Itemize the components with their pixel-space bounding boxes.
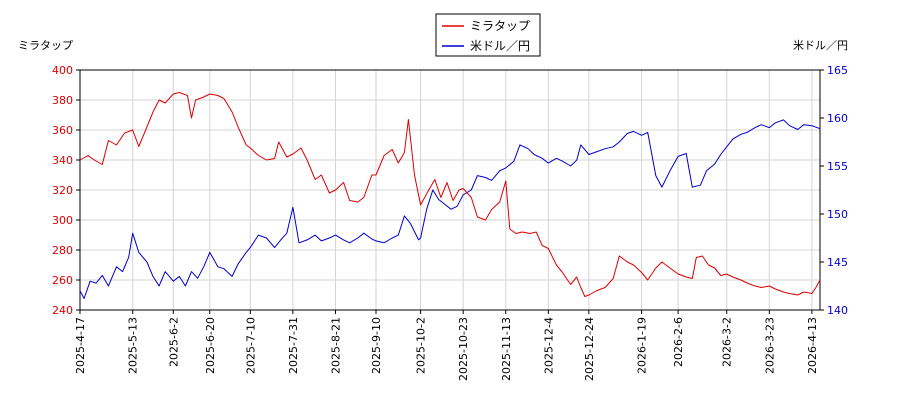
left-tick-label: 320 <box>52 184 73 197</box>
x-tick-label: 2026-2-6 <box>672 317 685 367</box>
x-tick-label: 2025-12-24 <box>583 317 596 381</box>
legend-label-usdjpy: 米ドル／円 <box>470 39 530 53</box>
right-tick-label: 140 <box>827 304 848 317</box>
x-tick-label: 2026-3-23 <box>763 317 776 374</box>
x-tick-label: 2025-9-10 <box>370 317 383 374</box>
x-tick-label: 2025-8-21 <box>329 317 342 374</box>
left-tick-label: 300 <box>52 214 73 227</box>
grid-lines <box>79 69 820 311</box>
x-tick-label: 2025-7-31 <box>287 317 300 374</box>
left-tick-label: 280 <box>52 244 73 257</box>
x-tick-label: 2025-6-2 <box>167 317 180 367</box>
left-tick-label: 400 <box>52 64 73 77</box>
left-tick-label: 240 <box>52 304 73 317</box>
x-tick-label: 2025-10-2 <box>415 317 428 374</box>
right-tick-label: 145 <box>827 256 848 269</box>
x-tick-label: 2025-5-13 <box>127 317 140 374</box>
left-axis-title: ミラタップ <box>18 39 73 52</box>
series-line-mirattap <box>79 92 821 297</box>
left-tick-label: 360 <box>52 124 73 137</box>
right-axis-title: 米ドル／円 <box>793 39 848 52</box>
legend-box <box>435 13 541 57</box>
legend-label-mirattap: ミラタップ <box>470 19 530 33</box>
series-layer <box>79 92 821 299</box>
left-tick-label: 380 <box>52 94 73 107</box>
x-tick-label: 2026-1-19 <box>636 317 649 374</box>
left-axis: 240 260 280 300 320 340 360 380 400 <box>52 64 80 317</box>
x-tick-label: 2025-11-13 <box>500 317 513 381</box>
right-tick-label: 150 <box>827 208 848 221</box>
x-axis: 2025-4-17 2025-5-13 2025-6-2 2025-6-20 2025-… <box>74 310 819 381</box>
right-tick-label: 165 <box>827 64 848 77</box>
x-tick-label: 2026-4-13 <box>806 317 819 374</box>
x-tick-label: 2025-7-10 <box>244 317 257 374</box>
x-tick-label: 2025-12-4 <box>542 317 555 374</box>
left-tick-label: 340 <box>52 154 73 167</box>
series-line-usdjpy <box>79 119 821 299</box>
left-tick-label: 260 <box>52 274 73 287</box>
x-tick-label: 2025-4-17 <box>74 317 87 374</box>
x-tick-label: 2025-6-20 <box>204 317 217 374</box>
x-tick-label: 2025-10-23 <box>457 317 470 381</box>
right-tick-label: 160 <box>827 112 848 125</box>
x-tick-label: 2026-3-2 <box>721 317 734 367</box>
right-axis: 140 145 150 155 160 165 <box>820 64 848 317</box>
legend: ミラタップ 米ドル／円 <box>435 13 541 57</box>
right-tick-label: 155 <box>827 160 848 173</box>
